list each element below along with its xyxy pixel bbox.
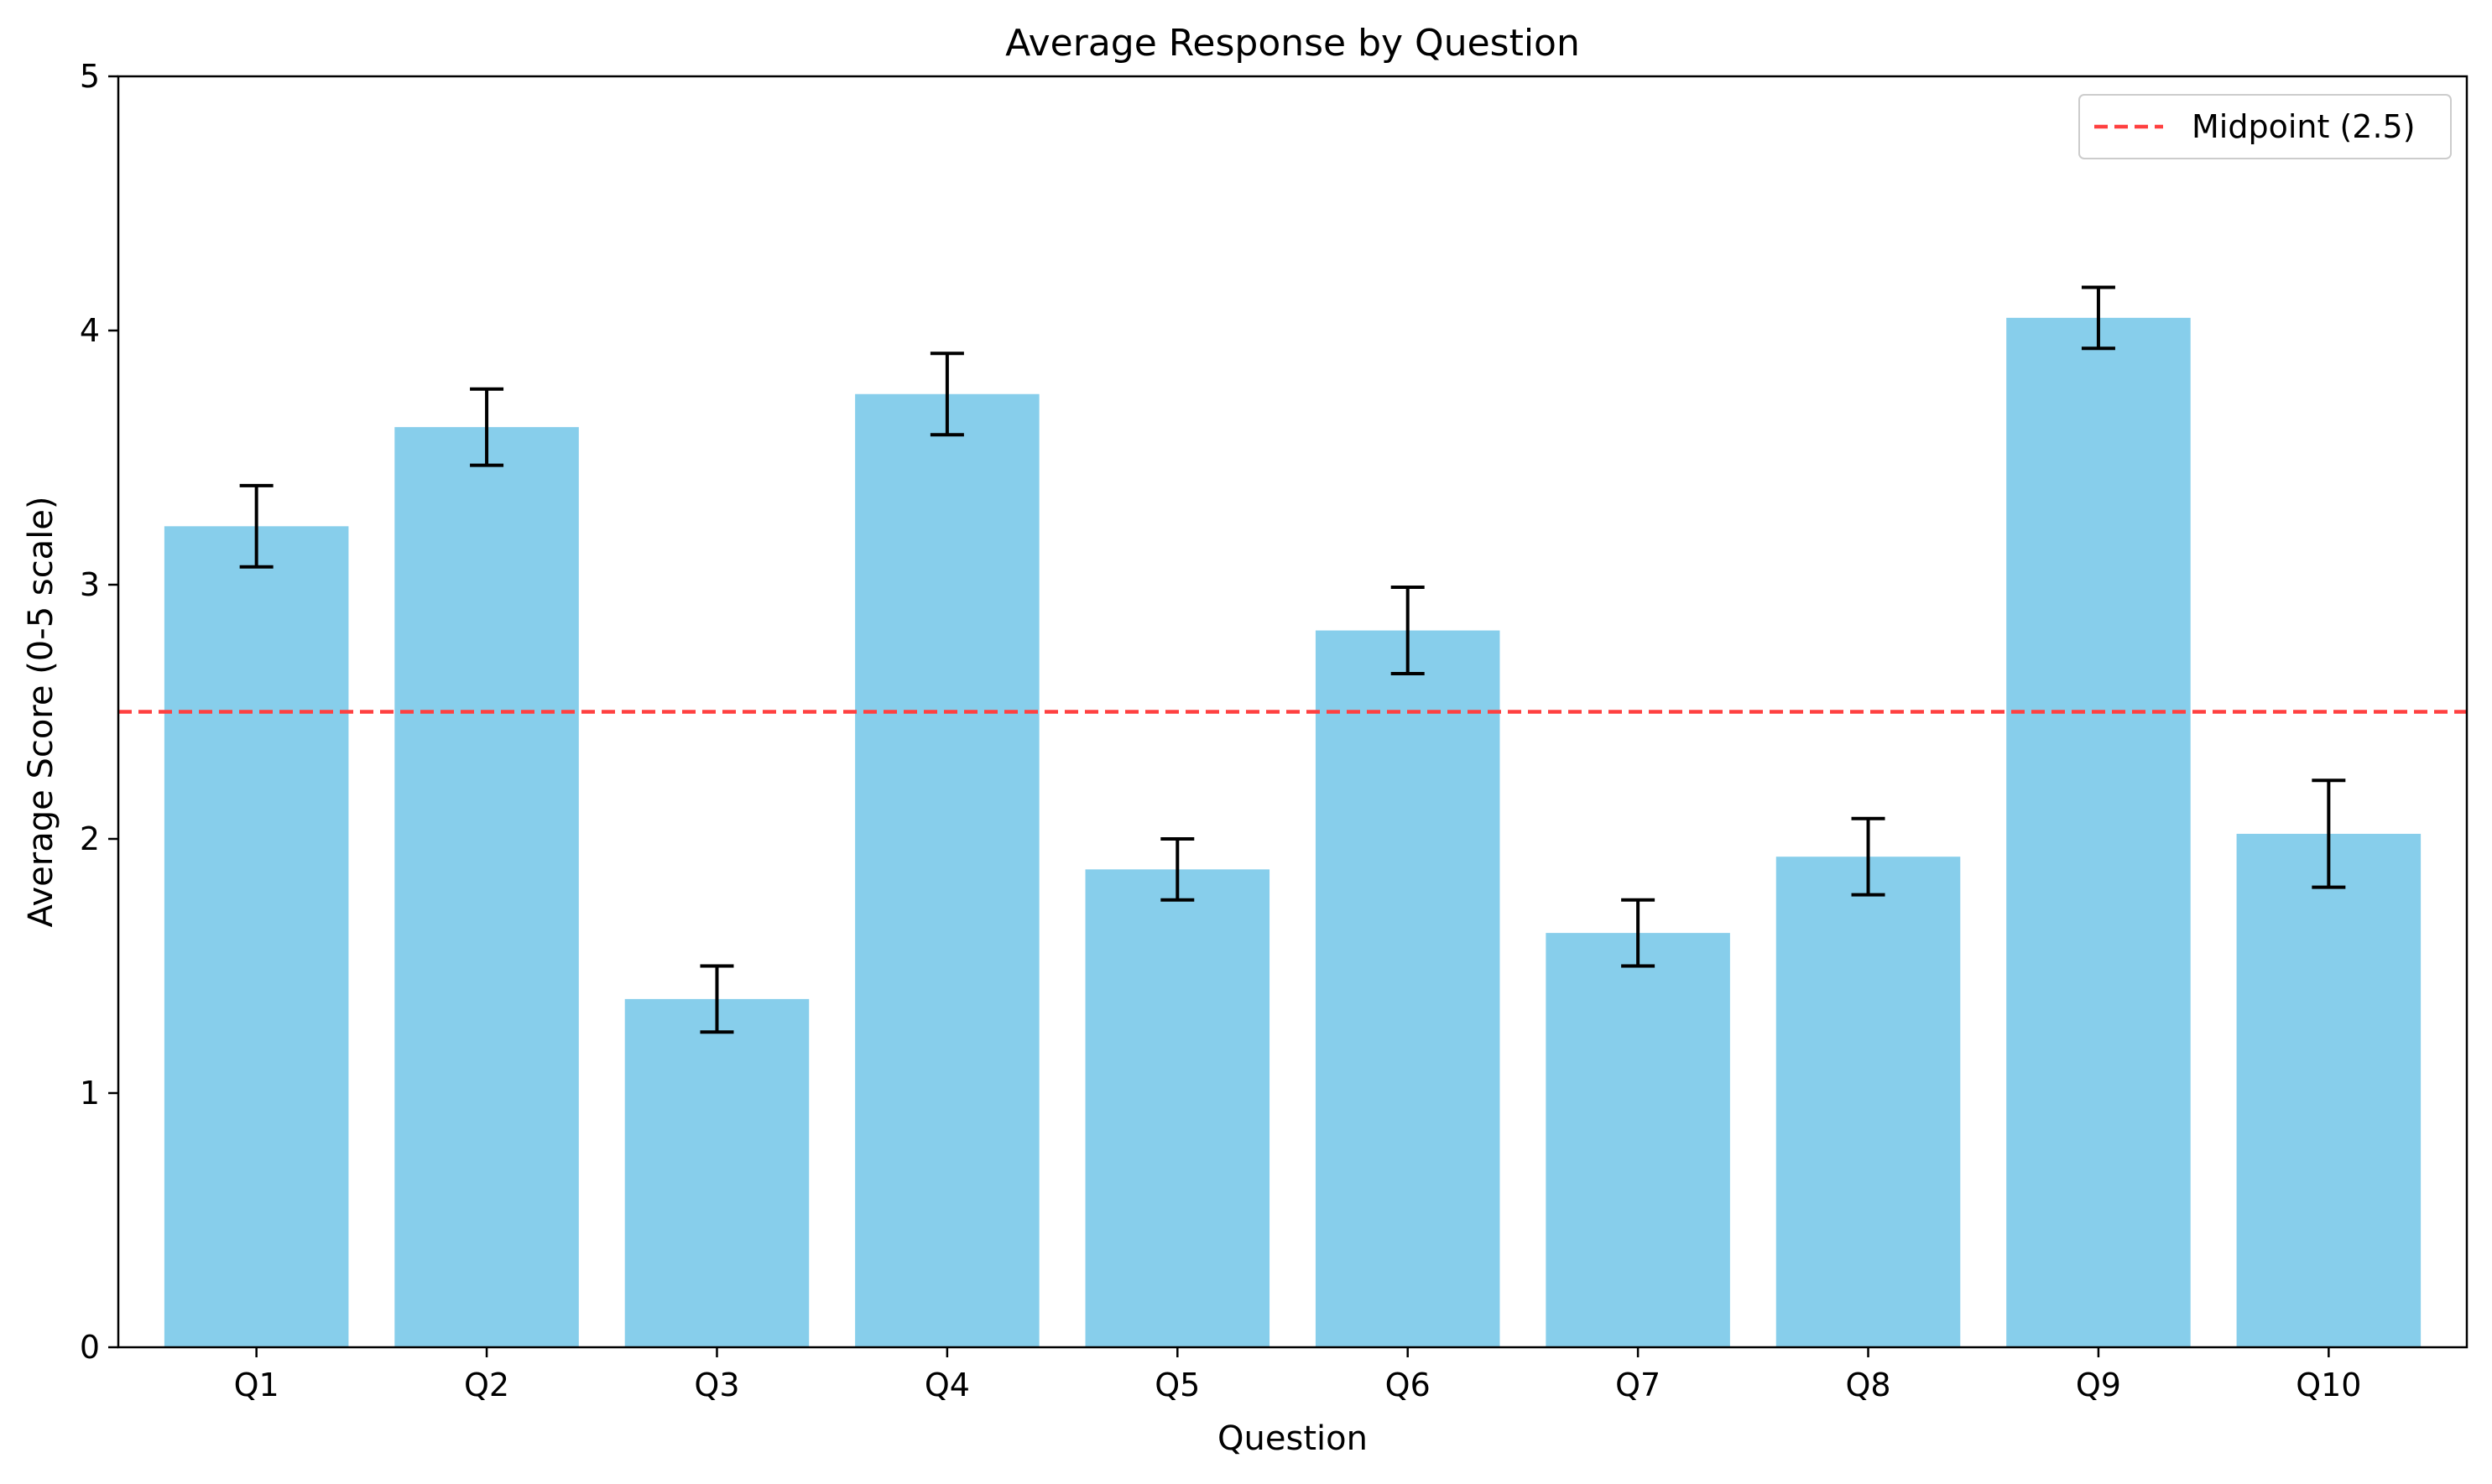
bar-q8 [1775, 857, 1961, 1347]
bar-q5 [1085, 869, 1270, 1347]
x-tick-label: Q2 [464, 1367, 509, 1403]
legend-box [2078, 94, 2452, 159]
plot-frame [117, 75, 2469, 1349]
y-axis-label: Average Score (0-5 scale) [22, 496, 60, 927]
bar-q4 [855, 393, 1040, 1347]
chart-title: Average Response by Question [1005, 22, 1580, 65]
x-axis: Q1 Q2 Q3 Q4 Q5 Q6 Q7 Q8 Q9 Q10 [234, 1347, 2361, 1403]
legend-label: Midpoint (2.5) [2192, 108, 2416, 145]
error-bar-q10 [2312, 778, 2346, 889]
legend: Midpoint (2.5) [2078, 94, 2452, 159]
error-bar-q2 [470, 387, 504, 467]
bar-q10 [2236, 833, 2422, 1347]
error-bar-q6 [1390, 586, 1425, 676]
x-tick-label: Q9 [2076, 1367, 2121, 1403]
error-bar-q7 [1621, 898, 1655, 968]
y-tick-label: 4 [80, 312, 100, 349]
x-tick-label: Q6 [1385, 1367, 1431, 1403]
x-tick-label: Q8 [1845, 1367, 1890, 1403]
y-tick-label: 2 [80, 820, 100, 857]
error-bar-q3 [700, 964, 734, 1034]
bar-q2 [394, 427, 579, 1347]
x-tick-label: Q1 [234, 1367, 279, 1403]
error-bar-q4 [930, 351, 964, 437]
bar-q7 [1546, 933, 1730, 1347]
y-tick-label: 5 [80, 58, 100, 95]
x-tick-label: Q3 [694, 1367, 739, 1403]
error-bar-q8 [1851, 816, 1885, 897]
bar-q3 [624, 998, 810, 1347]
y-tick-label: 3 [80, 566, 100, 603]
bar-q1 [164, 526, 349, 1347]
y-axis: 0 1 2 3 4 5 [80, 58, 118, 1366]
x-tick-label: Q7 [1615, 1367, 1660, 1403]
x-tick-label: Q10 [2296, 1367, 2361, 1403]
x-axis-label: Question [1217, 1419, 1368, 1458]
x-tick-label: Q5 [1155, 1367, 1200, 1403]
error-bar-q1 [239, 483, 274, 569]
error-bar-q9 [2081, 285, 2115, 351]
error-bar-q5 [1160, 837, 1195, 902]
bar-q6 [1315, 630, 1500, 1347]
y-tick-label: 1 [80, 1075, 100, 1112]
x-tick-label: Q4 [925, 1367, 970, 1403]
bar-q9 [2006, 317, 2191, 1348]
error-bars-layer [239, 285, 2346, 1034]
y-tick-label: 0 [80, 1329, 100, 1366]
bars-layer [164, 317, 2422, 1348]
